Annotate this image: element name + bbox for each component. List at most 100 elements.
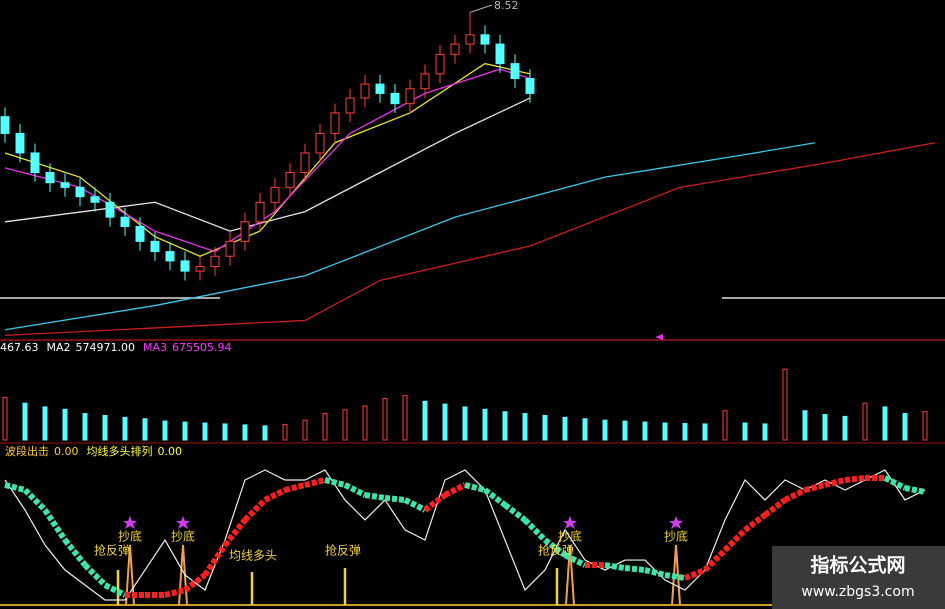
- annotation: 均线多头: [229, 549, 277, 563]
- candle-body: [15, 132, 25, 154]
- signal-segment: [824, 477, 846, 488]
- volume-bar: [102, 414, 108, 441]
- signal-segment: [183, 572, 207, 593]
- signal-segment: [563, 552, 587, 568]
- volume-bar: [582, 418, 588, 441]
- volume-bar: [282, 423, 288, 441]
- volume-bar: [242, 424, 248, 441]
- signal-segment: [202, 543, 228, 577]
- volume-bar: [522, 413, 528, 441]
- volume-bar: [342, 409, 348, 441]
- indicator-panel: 波段出击 0.00 均线多头排列 0.00: [4, 444, 926, 601]
- candle-body: [525, 78, 535, 94]
- candle-body: [120, 216, 130, 227]
- volume-bar: [322, 413, 328, 441]
- annotations: 抄底 抄底 抢反弹 均线多头 抢反弹 抄底 抢反弹 抄底: [94, 529, 688, 563]
- marker: [655, 334, 663, 340]
- candle-body: [420, 73, 430, 90]
- signal-segment: [783, 487, 807, 503]
- candle-body: [105, 201, 115, 218]
- signal-segment: [543, 537, 567, 558]
- candle-body: [315, 132, 325, 154]
- volume-bar: [182, 421, 188, 441]
- volume-bar: [82, 413, 88, 441]
- price-panel: 8.52: [0, 0, 936, 336]
- volume-bar: [782, 368, 788, 441]
- signal-segment: [384, 494, 406, 503]
- volume-bar: [902, 413, 908, 441]
- candle-body: [240, 221, 250, 242]
- header-name: 波段出击: [5, 444, 49, 458]
- volume-bar: [222, 423, 228, 441]
- volume-bar: [442, 403, 448, 441]
- signal-segment: [82, 562, 108, 588]
- signal-segment: [403, 497, 427, 513]
- candle-body: [195, 265, 205, 272]
- volume-bar: [302, 419, 308, 441]
- signal-segment: [804, 482, 826, 493]
- volume-bar: [402, 395, 408, 441]
- header-value: 0.00: [54, 445, 79, 458]
- candle-body: [510, 63, 520, 80]
- watermark: 指标公式网 www.zbgs3.com: [772, 546, 945, 609]
- signal-segment: [883, 475, 907, 491]
- candle-body: [360, 83, 370, 99]
- volume-bar: [122, 416, 128, 441]
- candle-body: [30, 152, 40, 173]
- signal-segment: [304, 477, 326, 488]
- watermark-title: 指标公式网: [810, 554, 905, 577]
- candle-body: [165, 251, 175, 262]
- volume-bar: [882, 406, 888, 441]
- candle-body: [255, 201, 265, 223]
- volume-bar: [622, 420, 628, 441]
- signal-segment: [164, 587, 186, 598]
- header-value: 574971.00: [76, 341, 136, 354]
- header-value: 467.63: [0, 341, 39, 354]
- signal-segment: [844, 474, 866, 483]
- max-price-label: 8.52: [494, 0, 519, 12]
- volume-bar: [162, 420, 168, 441]
- candle-body: [0, 116, 10, 134]
- signal-segment: [4, 482, 26, 493]
- header-name: MA3: [143, 341, 167, 354]
- candle-body: [60, 182, 70, 188]
- annotation: 抄底: [118, 529, 142, 544]
- volume-bar: [42, 406, 48, 441]
- candle-body: [225, 240, 235, 257]
- signal-segment: [763, 497, 787, 518]
- annotation: 抢反弹: [94, 543, 130, 558]
- volume-bar: [22, 402, 28, 441]
- annotation: 抢反弹: [325, 543, 361, 558]
- candle-body: [45, 172, 55, 184]
- signal-segment: [443, 482, 467, 498]
- candle-body: [300, 152, 310, 173]
- candle-body: [330, 112, 340, 134]
- volume-bar: [62, 408, 68, 441]
- signal-segment: [464, 482, 486, 493]
- signal-segment: [103, 582, 127, 598]
- candle-body: [495, 43, 505, 65]
- volume-bar: [922, 411, 928, 441]
- volume-bar: [762, 423, 768, 441]
- bottom-spikes: [125, 544, 681, 606]
- volume-bar: [482, 408, 488, 441]
- volume-bar: [742, 422, 748, 441]
- annotation: 抄底: [664, 529, 688, 544]
- volume-bar: [562, 416, 568, 441]
- volume-bar: [602, 419, 608, 441]
- layout: [0, 297, 945, 606]
- candle-body: [75, 186, 85, 198]
- signal-segment: [702, 547, 728, 573]
- header-name: MA2: [47, 341, 71, 354]
- signal-segment: [423, 492, 447, 513]
- signal-segment: [644, 567, 666, 578]
- candle-body: [450, 43, 460, 55]
- signal-segment: [743, 512, 767, 533]
- moving-average: [4, 142, 816, 331]
- volume-bar: [142, 418, 148, 441]
- volume-bar: [542, 414, 548, 441]
- signal-segment: [683, 567, 707, 581]
- candle-body: [480, 34, 490, 45]
